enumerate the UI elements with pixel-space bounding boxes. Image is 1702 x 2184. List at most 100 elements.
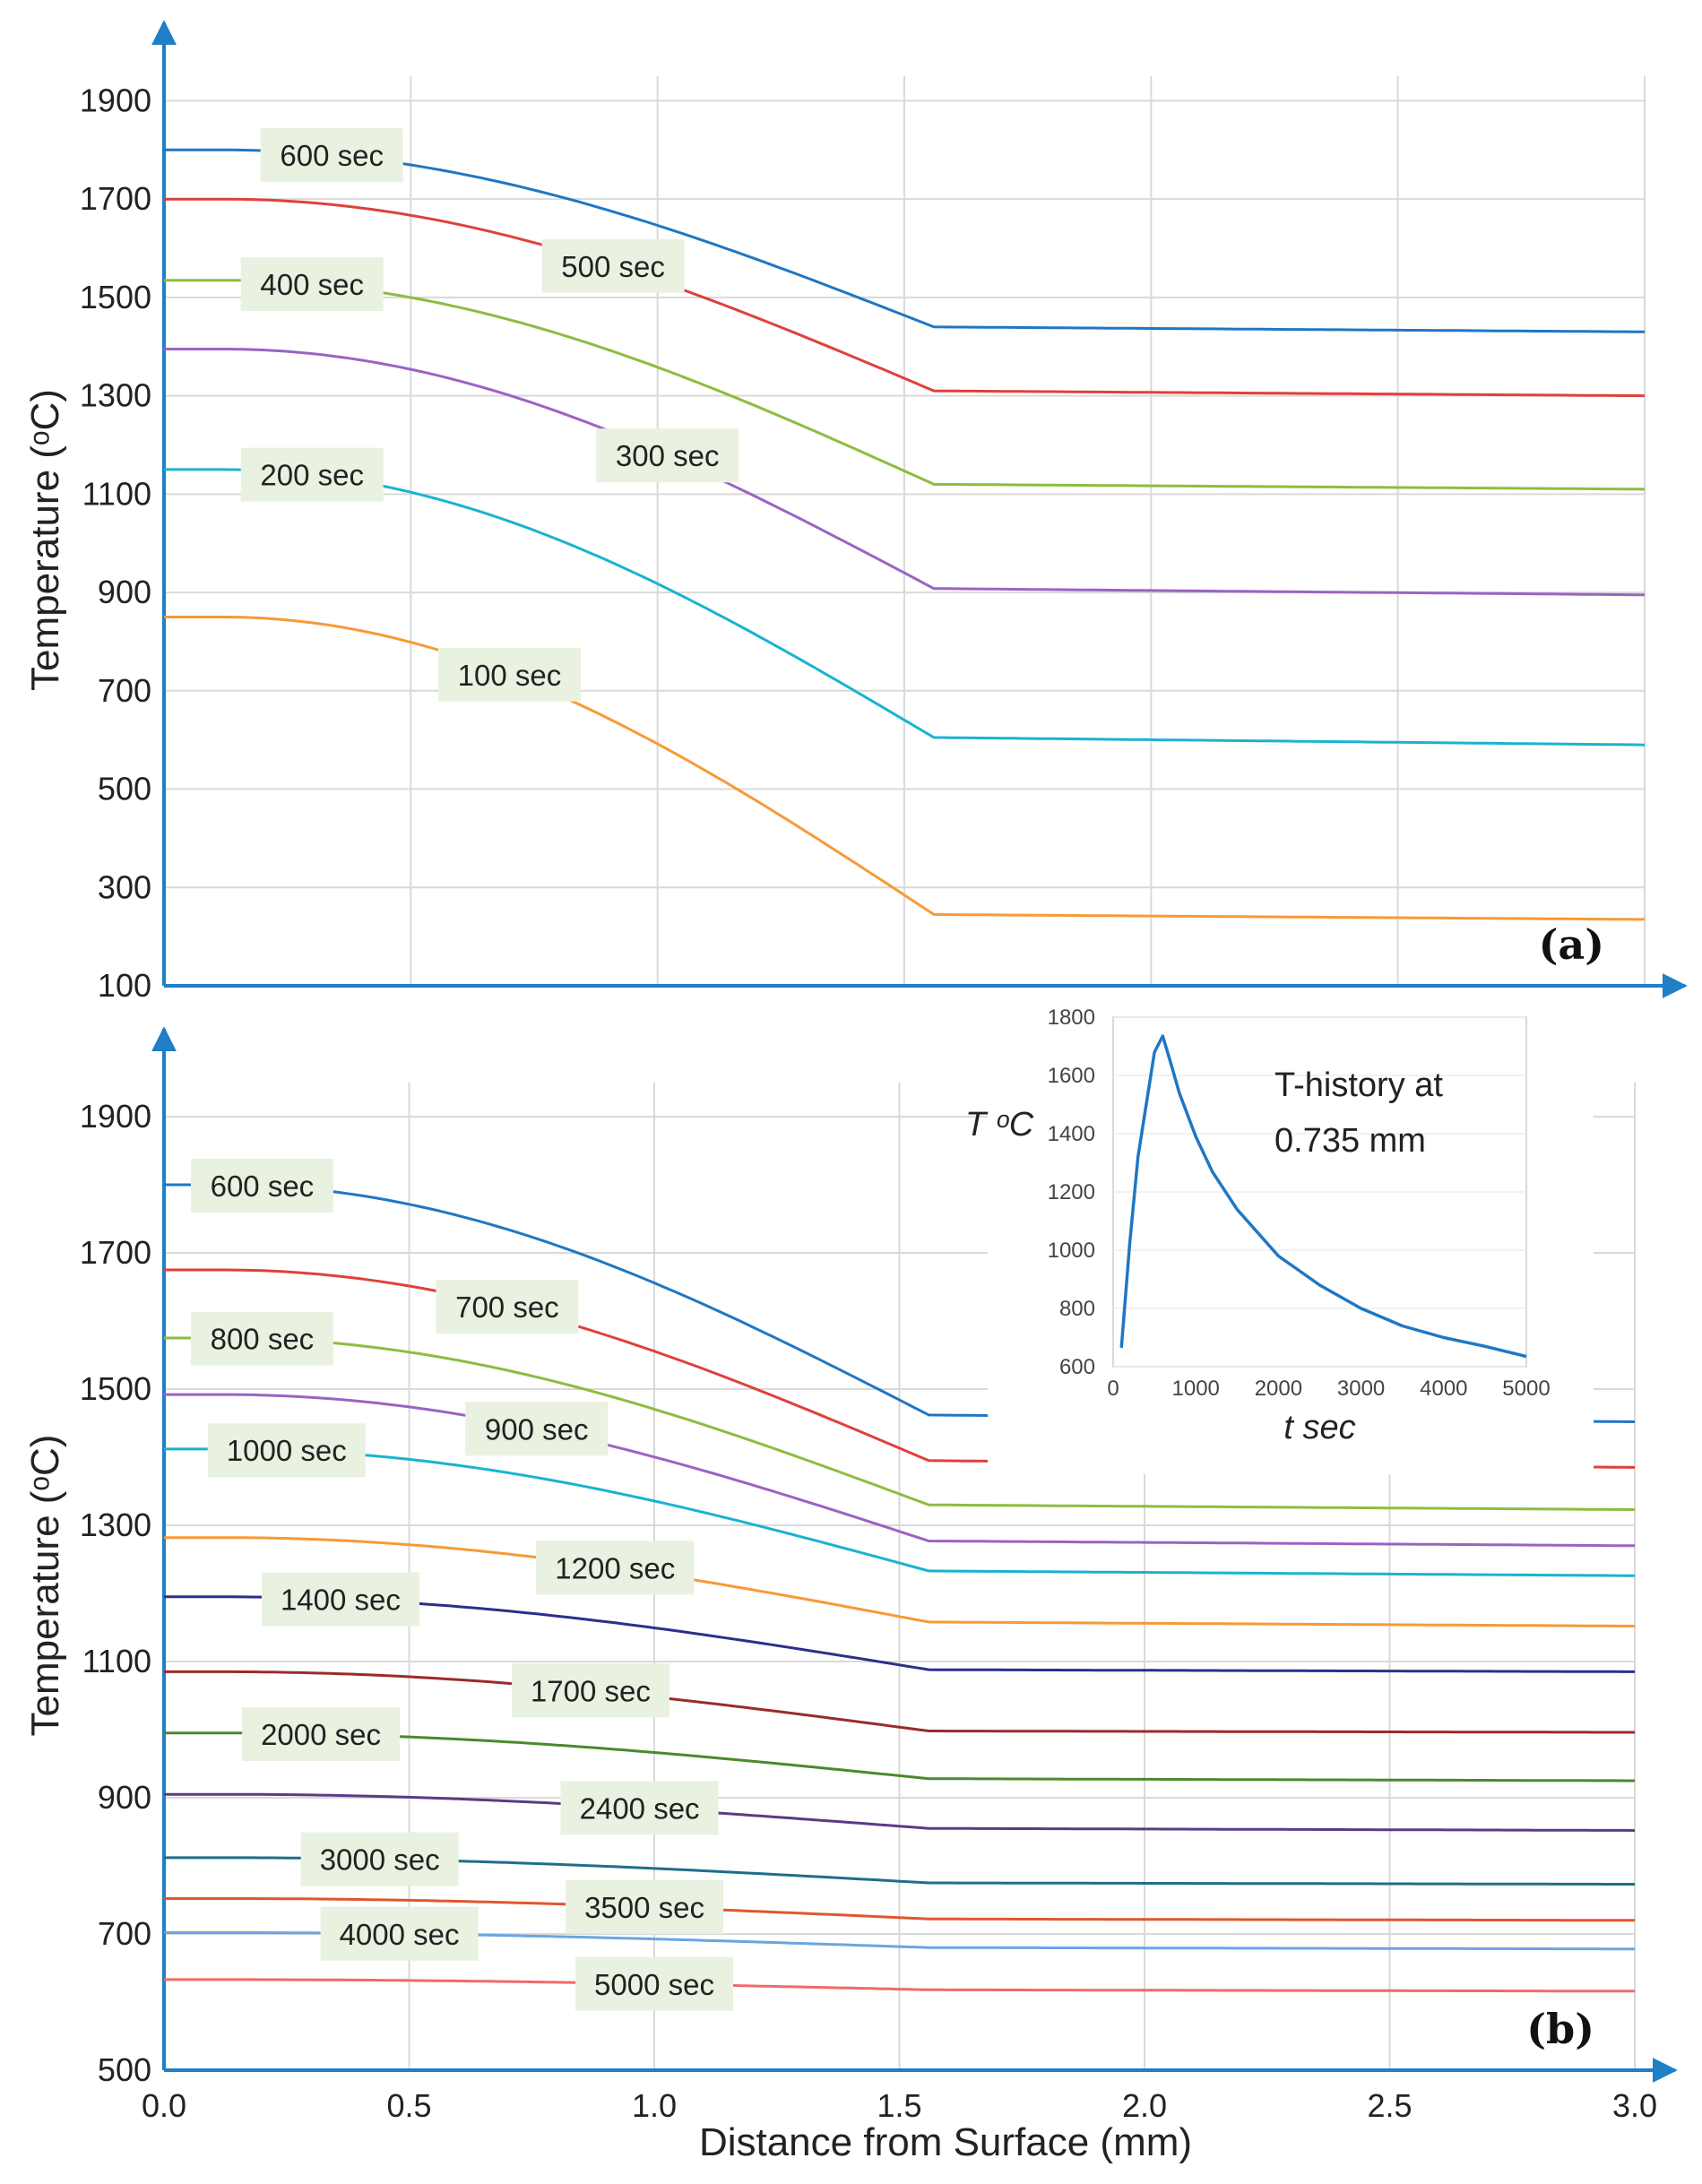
inset-title-line: T-history at: [1274, 1066, 1443, 1104]
series-label-box: [560, 1781, 719, 1835]
x-tick-label: 2.0: [1122, 2087, 1167, 2124]
inset-x-tick-label: 1000: [1172, 1377, 1220, 1401]
y-tick-label: 500: [98, 2051, 151, 2088]
x-tick-label: 1.0: [632, 2087, 677, 2124]
inset-y-tick-label: 1400: [1048, 1122, 1095, 1146]
series-line-3500-sec: [164, 1897, 1635, 1922]
series-line-1700-sec: [164, 1670, 1635, 1734]
series-label: 600 sec: [211, 1170, 315, 1203]
series-line-800-sec: [164, 1336, 1636, 1511]
series-label-box: [190, 1311, 333, 1366]
x-axis-title: Distance from Surface (mm): [699, 2120, 1192, 2164]
inset-y-tick-label: 600: [1059, 1355, 1095, 1379]
inset-y-tick-label: 1800: [1048, 1006, 1095, 1030]
series-line-400-sec: [164, 279, 1646, 491]
series-line-1200-sec: [164, 1536, 1636, 1627]
series-line-100-sec: [164, 616, 1645, 921]
inset-series-line: [1119, 1034, 1527, 1359]
series-label-box: [240, 257, 384, 312]
inset-x-tick-label: 5000: [1502, 1377, 1550, 1401]
x-tick-label: 0.0: [142, 2087, 186, 2124]
series-label: 800 sec: [211, 1323, 315, 1356]
inset-background: [988, 999, 1594, 1474]
series-label-box: [436, 1280, 579, 1334]
series-label: 500 sec: [561, 250, 665, 283]
series-label: 200 sec: [260, 459, 364, 492]
y-tick-label: 1500: [80, 1370, 151, 1407]
series-label: 600 sec: [280, 139, 384, 172]
panel-label: (a): [1539, 920, 1604, 969]
y-tick-label: 1900: [80, 82, 151, 118]
y-tick-label: 1300: [80, 1506, 151, 1543]
series-label: 3000 sec: [320, 1843, 440, 1877]
y-tick-label: 1100: [82, 1643, 151, 1679]
inset-x-tick-label: 3000: [1337, 1377, 1385, 1401]
panel-label: (b): [1526, 2005, 1594, 2053]
y-tick-label: 1700: [80, 180, 151, 217]
x-tick-label: 2.5: [1367, 2087, 1412, 2124]
x-tick-label: 3.0: [1612, 2087, 1657, 2124]
series-label: 2400 sec: [580, 1791, 700, 1825]
y-tick-label: 1100: [82, 475, 151, 512]
series-label-box: [541, 238, 685, 293]
series-label: 4000 sec: [340, 1918, 460, 1951]
y-tick-label: 1900: [80, 1098, 151, 1135]
series-label: 900 sec: [485, 1412, 589, 1446]
series-label-box: [207, 1423, 366, 1478]
y-tick-label: 1700: [80, 1234, 151, 1271]
inset-chart: 600 800 1000 1200 1400 1600 1800 0 1000 2000 3000 4…: [965, 999, 1594, 1474]
series-label: 2000 sec: [261, 1718, 381, 1751]
x-tick-label: 1.5: [877, 2087, 921, 2124]
series-label-box: [190, 1158, 333, 1213]
inset-title-line: 0.735 mm: [1274, 1122, 1426, 1160]
series-line-200-sec: [164, 468, 1646, 747]
series-label: 1700 sec: [531, 1674, 651, 1707]
series-label-box: [465, 1402, 609, 1456]
series-label-box: [260, 127, 403, 182]
series-label-box: [240, 447, 384, 502]
series-label-box: [300, 1832, 459, 1886]
inset-y-tick-label: 1000: [1048, 1239, 1095, 1263]
panel-b-chart: 500 700 900 1100 1300 1500 1700 1900 0.0 0.5 1.0 1.…: [23, 1026, 1678, 2124]
y-axis-title: Temperature (ᵒC): [23, 389, 67, 691]
y-tick-label: 500: [98, 771, 151, 807]
y-tick-label: 900: [98, 574, 151, 610]
series-label-box: [320, 1906, 479, 1961]
inset-x-tick-label: 4000: [1420, 1377, 1467, 1401]
series-label: 3500 sec: [584, 1891, 704, 1924]
inset-x-tick-label: 0: [1107, 1377, 1119, 1401]
series-label: 700 sec: [455, 1291, 559, 1324]
series-line-2000-sec: [164, 1731, 1635, 1783]
y-tick-label: 1300: [80, 377, 151, 414]
series-label: 1000 sec: [227, 1434, 347, 1467]
series-label-box: [566, 1879, 724, 1934]
series-line-5000-sec: [164, 1978, 1635, 1993]
y-tick-label: 300: [98, 868, 151, 905]
series-line-900-sec: [164, 1393, 1636, 1548]
series-label-box: [437, 647, 581, 702]
panel-a-chart: 100 300 500 700 900 1100 1300 1500 1700 1900 Tempe…: [23, 20, 1688, 1004]
series-line-600-sec: [164, 148, 1646, 333]
inset-y-tick-label: 800: [1059, 1297, 1095, 1321]
series-label-box: [511, 1663, 670, 1718]
y-tick-label: 100: [98, 967, 151, 1004]
y-axis-title: Temperature (ᵒC): [23, 1435, 67, 1737]
series-label-box: [536, 1541, 695, 1595]
series-line-1000-sec: [164, 1447, 1635, 1577]
series-label: 1400 sec: [281, 1584, 401, 1617]
inset-x-axis-title: t sec: [1283, 1409, 1355, 1446]
y-tick-label: 900: [98, 1779, 151, 1816]
series-label-box: [575, 1956, 733, 2011]
series-label: 300 sec: [616, 439, 720, 472]
y-tick-label: 700: [98, 1915, 151, 1952]
series-label: 400 sec: [260, 268, 364, 301]
y-tick-label: 1500: [80, 279, 151, 315]
series-label-box: [596, 428, 739, 483]
inset-y-tick-label: 1200: [1048, 1180, 1095, 1204]
x-tick-label: 0.5: [386, 2087, 431, 2124]
inset-y-axis-title: T ᵒC: [965, 1106, 1034, 1144]
series-label: 5000 sec: [594, 1968, 714, 2001]
y-tick-label: 700: [98, 672, 151, 709]
series-label: 1200 sec: [555, 1551, 675, 1584]
